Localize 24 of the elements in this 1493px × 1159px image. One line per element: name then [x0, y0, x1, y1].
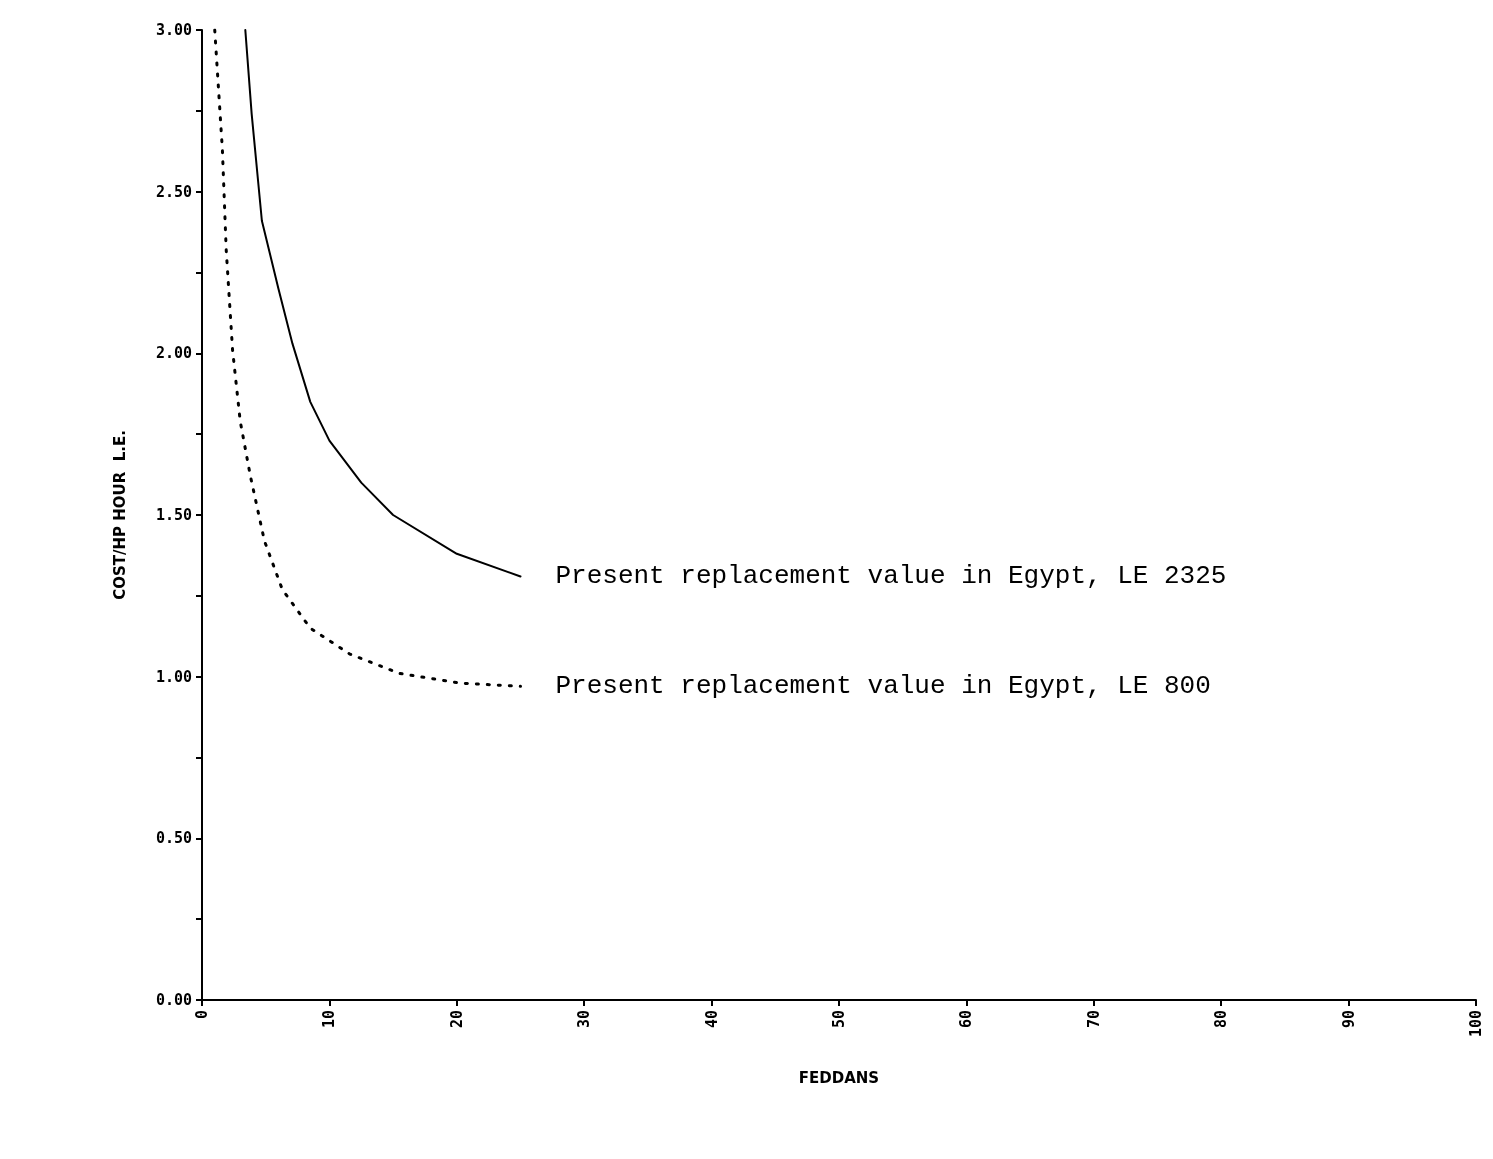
line-series	[213, 28, 522, 688]
y-tick-label: 2.50	[155, 182, 192, 201]
x-tick-label: 30	[575, 1010, 594, 1029]
x-tick-label: 90	[1339, 1010, 1358, 1029]
x-tick-label: 0	[193, 1010, 211, 1020]
x-tick-label: 10	[320, 1010, 339, 1029]
x-tick-label: 60	[957, 1010, 976, 1029]
y-tick-label: 0.50	[155, 829, 192, 848]
x-axis-title: FEDDANS	[798, 1068, 880, 1087]
y-tick-label: 1.50	[155, 506, 192, 524]
x-tick-label: 20	[447, 1010, 466, 1029]
line-series	[244, 29, 522, 578]
y-tick-label: 0.00	[155, 991, 192, 1009]
y-axis-title: COST/HP HOUR L.E.	[110, 430, 129, 600]
y-tick-label: 1.00	[155, 667, 192, 686]
y-tick-label: 2.00	[155, 344, 192, 363]
y-tick-label: 3.00	[155, 21, 192, 39]
x-tick-label: 50	[830, 1010, 848, 1029]
x-tick-label: 80	[1212, 1010, 1231, 1029]
x-tick-label: 100	[1467, 1010, 1485, 1038]
x-tick-label: 70	[1084, 1010, 1103, 1029]
series-label: Present replacement value in Egypt, LE 2325	[555, 561, 1227, 592]
x-tick-label: 40	[702, 1010, 721, 1029]
series-label: Present replacement value in Egypt, LE 800	[555, 671, 1211, 702]
